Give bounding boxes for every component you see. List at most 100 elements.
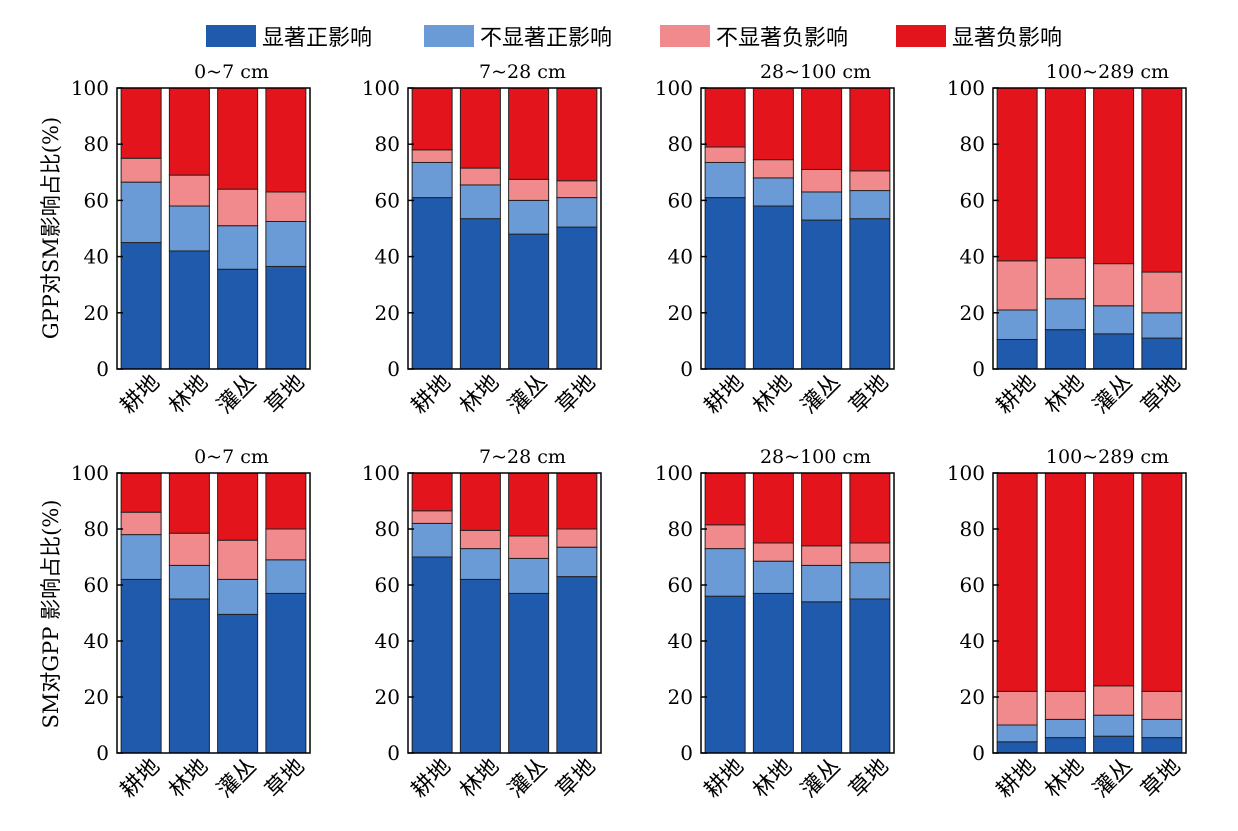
y-tick-label: 0 <box>680 357 693 381</box>
bar-segment <box>704 146 746 163</box>
x-tick-label: 灌丛 <box>504 754 553 803</box>
bar-segment <box>459 529 501 550</box>
y-tick-label: 60 <box>84 573 109 597</box>
bar-segment <box>120 472 162 513</box>
bar-segment <box>801 472 843 547</box>
y-tick-label: 0 <box>972 741 985 765</box>
bar-segment <box>752 87 794 161</box>
y-tick-label: 60 <box>668 573 693 597</box>
y-tick-label: 40 <box>375 629 400 653</box>
y-tick-label: 100 <box>947 461 985 485</box>
bar-segment <box>556 528 598 548</box>
bar-segment <box>556 197 598 228</box>
y-tick-label: 20 <box>668 685 693 709</box>
bar-segment <box>556 226 598 370</box>
panel-title: 28~100 cm <box>760 61 871 83</box>
bar-segment <box>459 184 501 220</box>
bar-segment <box>459 548 501 580</box>
bar-segment <box>1044 329 1086 370</box>
x-tick-label: 草地 <box>845 370 894 419</box>
bar-segment <box>168 564 210 600</box>
x-tick-label: 草地 <box>261 754 310 803</box>
x-tick-label: 耕地 <box>407 370 456 419</box>
bar-segment <box>459 472 501 531</box>
x-tick-label: 林地 <box>1040 370 1089 419</box>
bar-segment <box>168 532 210 566</box>
x-tick-label: 耕地 <box>116 370 165 419</box>
bar-segment <box>1044 87 1086 259</box>
x-tick-label: 灌丛 <box>797 754 846 803</box>
bar-segment <box>704 548 746 597</box>
bar-segment <box>217 225 259 270</box>
bar-segment <box>849 562 891 600</box>
bar-segment <box>752 472 794 544</box>
bar-segment <box>217 188 259 227</box>
bar-segment <box>120 181 162 244</box>
bar-segment <box>265 592 307 754</box>
y-tick-label: 80 <box>960 132 985 156</box>
panel-title: 100~289 cm <box>1046 61 1169 83</box>
bar-segment <box>801 545 843 566</box>
plot-frame <box>407 472 602 754</box>
bar-segment <box>411 161 453 199</box>
bar-segment <box>996 309 1038 340</box>
bar-segment <box>1044 257 1086 300</box>
bar-segment <box>752 592 794 754</box>
y-tick-label: 60 <box>375 573 400 597</box>
plot-frame <box>992 87 1187 370</box>
y-tick-label: 20 <box>84 301 109 325</box>
y-tick-label: 100 <box>362 461 400 485</box>
bar-segment <box>801 191 843 221</box>
bar-segment <box>1044 472 1086 692</box>
bar-segment <box>265 472 307 530</box>
legend-item-sig-negative: 显著负影响 <box>896 20 1062 52</box>
bar-segment <box>508 592 550 754</box>
y-tick-label: 40 <box>84 245 109 269</box>
y-tick-label: 100 <box>947 76 985 100</box>
bar-segment <box>556 472 598 530</box>
bar-segment <box>120 534 162 580</box>
y-tick-label: 40 <box>84 629 109 653</box>
bar-segment <box>704 472 746 526</box>
bar-segment <box>1093 714 1135 737</box>
bar-segment <box>508 557 550 594</box>
bar-segment <box>704 524 746 550</box>
x-tick-label: 林地 <box>1040 754 1089 803</box>
bar-segment <box>996 260 1038 311</box>
y-tick-label: 60 <box>375 188 400 212</box>
bar-segment <box>1044 298 1086 331</box>
legend-label-sig-negative: 显著负影响 <box>952 26 1063 51</box>
y-tick-label: 60 <box>960 188 985 212</box>
panel-title: 100~289 cm <box>1046 446 1169 468</box>
y-tick-label: 60 <box>84 188 109 212</box>
x-tick-label: 灌丛 <box>213 370 262 419</box>
bar-segment <box>459 87 501 169</box>
bar-segment <box>265 559 307 594</box>
bar-segment <box>752 542 794 562</box>
bar-segment <box>801 601 843 754</box>
bar-segment <box>801 168 843 193</box>
bar-segment <box>217 539 259 580</box>
y-tick-label: 100 <box>71 76 109 100</box>
y-tick-label: 0 <box>972 357 985 381</box>
panel-title: 0~7 cm <box>194 446 269 468</box>
bar-segment <box>1093 685 1135 716</box>
bar-segment <box>556 180 598 199</box>
bar-segment <box>120 157 162 183</box>
legend-swatch-nonsig-positive <box>424 25 474 47</box>
y-tick-label: 100 <box>71 461 109 485</box>
y-tick-label: 40 <box>960 629 985 653</box>
bar-segment <box>1093 735 1135 754</box>
legend-item-sig-positive: 显著正影响 <box>206 20 372 52</box>
x-tick-label: 林地 <box>455 370 504 419</box>
panel-title: 28~100 cm <box>760 446 871 468</box>
bar-segment <box>752 159 794 179</box>
bar-segment <box>996 338 1038 370</box>
bar-segment <box>459 578 501 754</box>
y-tick-label: 20 <box>375 301 400 325</box>
x-tick-label: 林地 <box>455 754 504 803</box>
bar-segment <box>120 242 162 370</box>
panel-title: 0~7 cm <box>194 61 269 83</box>
bar-segment <box>556 576 598 754</box>
